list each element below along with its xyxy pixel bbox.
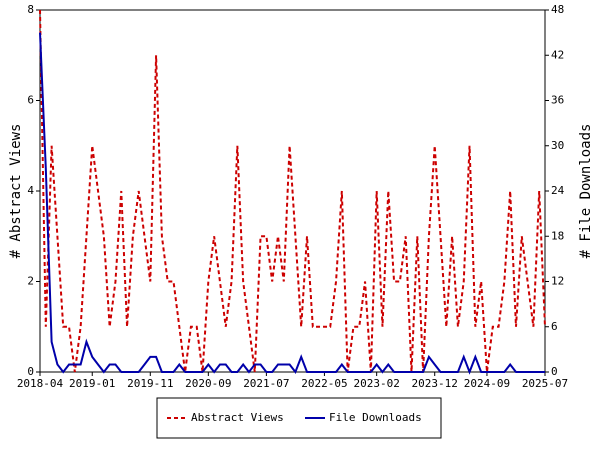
x-tick-label: 2021-07 (243, 377, 289, 390)
legend-label: File Downloads (329, 411, 422, 424)
legend-box (156, 397, 442, 439)
series-line (39, 9, 546, 373)
y2-tick-label: 30 (551, 139, 564, 152)
y2-tick-label: 24 (551, 184, 565, 197)
y-tick-label: 0 (27, 365, 34, 378)
y2-tick-label: 48 (551, 3, 564, 16)
y-tick-label: 6 (27, 94, 34, 107)
x-tick-label: 2019-11 (127, 377, 173, 390)
y-tick-label: 8 (27, 3, 34, 16)
y-axis-label: # Abstract Views (8, 124, 24, 259)
x-tick-label: 2019-01 (69, 377, 115, 390)
y2-tick-label: 36 (551, 94, 564, 107)
x-tick-label: 2023-12 (412, 377, 458, 390)
series-line (39, 32, 545, 375)
y-tick-label: 4 (27, 184, 34, 197)
y2-axis-label: # File Downloads (578, 124, 594, 259)
legend-label: Abstract Views (191, 411, 284, 424)
x-tick-label: 2025-07 (522, 377, 568, 390)
x-tick-label: 2018-04 (17, 377, 64, 390)
y2-tick-label: 0 (551, 365, 558, 378)
y-tick-label: 2 (27, 275, 34, 288)
x-tick-label: 2023-02 (353, 377, 399, 390)
x-tick-label: 2022-05 (301, 377, 347, 390)
x-tick-label: 2020-09 (185, 377, 231, 390)
y2-tick-label: 12 (551, 275, 564, 288)
y2-tick-label: 18 (551, 229, 564, 242)
y2-tick-label: 6 (551, 320, 558, 333)
y2-tick-label: 42 (551, 48, 564, 61)
x-tick-label: 2024-09 (464, 377, 510, 390)
